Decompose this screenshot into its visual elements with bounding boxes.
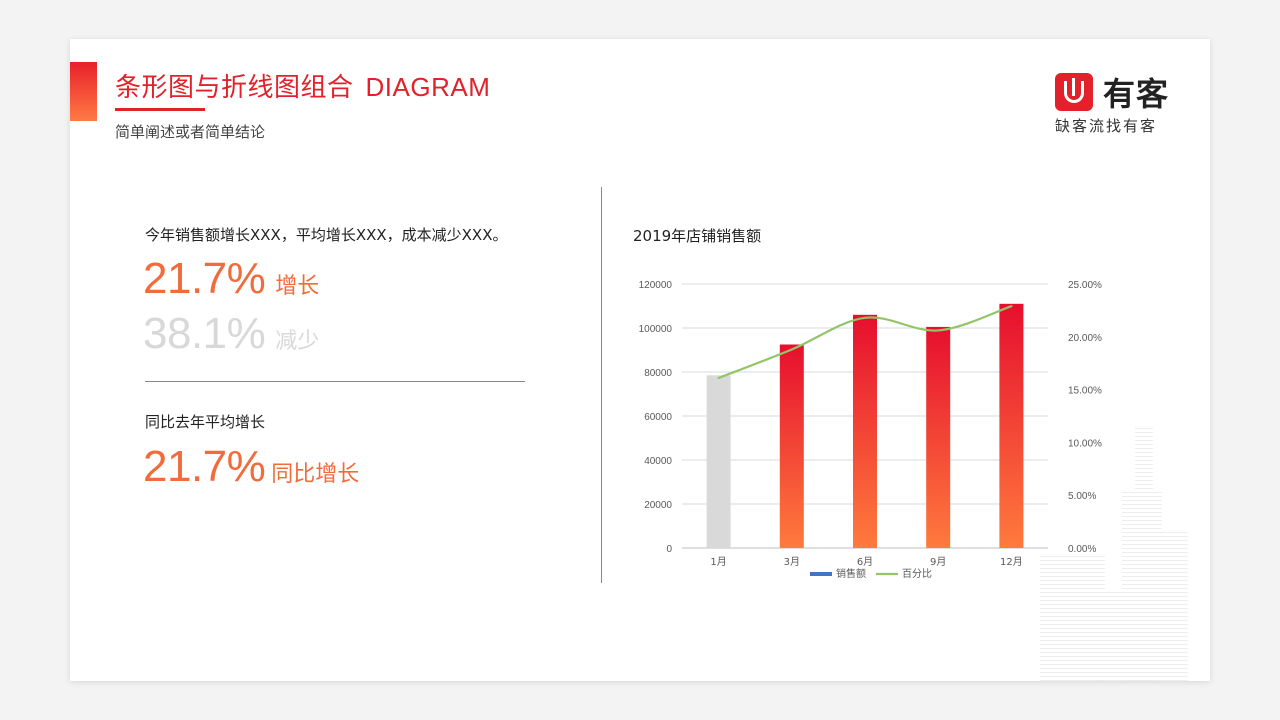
stat-yoy-label: 同比增长 [271,462,360,487]
y2-tick-label: 20.00% [1068,333,1102,344]
title-underline [115,108,205,111]
title-en: DIAGRAM [365,72,491,102]
left-divider [145,381,525,382]
title-cn: 条形图与折线图组合 [115,73,354,103]
x-tick-label: 9月 [930,556,946,568]
x-tick-label: 12月 [1000,556,1023,568]
bar [853,314,877,548]
stat-decrease: 38.1% 减少 [143,309,319,359]
legend-bar-swatch [810,572,832,576]
bar [706,375,731,548]
y2-tick-label: 5.00% [1068,491,1096,502]
stat-yoy: 21.7% 同比增长 [143,442,359,492]
stat-yoy-value: 21.7% [143,442,266,491]
yoy-caption: 同比去年平均增长 [145,413,266,431]
line-series-percent [717,305,1013,380]
stat-growth-label: 增长 [275,274,320,299]
legend-line-label: 百分比 [902,568,932,580]
stat-decrease-value: 38.1% [143,309,266,358]
slide: 条形图与折线图组合 DIAGRAM 简单阐述或者简单结论 有客 缺客流找有客 今年… [70,39,1210,681]
chart-title: 2019年店铺销售额 [633,227,762,245]
page-subtitle: 简单阐述或者简单结论 [115,123,266,141]
y-tick-label: 60000 [644,412,672,423]
legend-bar-label: 销售额 [836,567,866,580]
y-tick-label: 0 [666,544,672,555]
y-tick-label: 80000 [644,368,672,379]
y-tick-label: 120000 [639,280,673,291]
bar [999,303,1024,548]
y-tick-label: 20000 [644,500,672,511]
y2-tick-label: 25.00% [1068,280,1102,291]
x-tick-label: 6月 [857,556,873,568]
city-skyline-decoration [1040,411,1210,681]
stat-growth: 21.7% 增长 [143,254,319,304]
stat-growth-value: 21.7% [143,254,266,303]
y2-tick-label: 10.00% [1068,438,1102,449]
y-tick-label: 40000 [644,456,672,467]
stat-decrease-label: 减少 [275,329,320,354]
title-accent-bar [70,62,97,121]
summary-text: 今年销售额增长XXX，平均增长XXX，成本减少XXX。 [145,226,508,244]
logo-name: 有客 [1103,75,1170,113]
logo-tagline: 缺客流找有客 [1055,117,1158,135]
y2-tick-label: 15.00% [1068,386,1102,397]
combo-chart: 0 20000 40000 60000 80000 100000 120000 0.00% 5.… [639,280,1102,580]
vertical-divider [601,187,602,583]
y2-tick-label: 0.00% [1068,544,1096,555]
bar [779,344,804,548]
y-tick-label: 100000 [639,324,673,335]
bar [926,326,951,548]
logo-mark-icon [1055,73,1093,111]
x-tick-label: 3月 [784,556,800,568]
x-tick-label: 1月 [710,556,726,568]
page-title: 条形图与折线图组合 DIAGRAM [115,67,490,104]
